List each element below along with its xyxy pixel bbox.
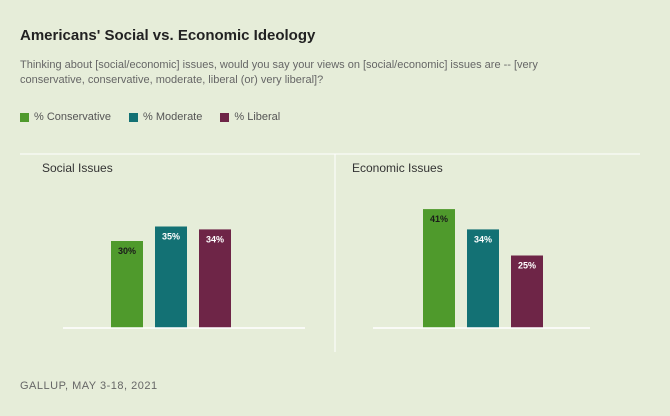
legend-item-liberal: % Liberal <box>220 111 280 123</box>
chart-subtitle: Thinking about [social/economic] issues,… <box>20 59 538 86</box>
legend-swatch-conservative <box>20 112 29 122</box>
data-label-social-moderate: 35% <box>162 232 180 242</box>
source-note: GALLUP, MAY 3-18, 2021 <box>20 380 158 392</box>
legend: % Conservative % Moderate % Liberal <box>20 111 280 123</box>
legend-label-moderate: % Moderate <box>143 111 203 123</box>
data-label-social-liberal: 34% <box>206 234 224 244</box>
legend-swatch-liberal <box>220 112 230 122</box>
legend-swatch-moderate <box>129 112 139 122</box>
chart-title: Americans' Social vs. Economic Ideology <box>20 27 316 44</box>
data-label-economic-moderate: 34% <box>474 234 492 244</box>
legend-label-liberal: % Liberal <box>234 111 281 123</box>
data-label-social-conservative: 30% <box>118 246 136 256</box>
bar-social-moderate <box>155 226 187 328</box>
bar-economic-moderate <box>467 229 499 328</box>
bar-economic-conservative <box>423 209 455 328</box>
panel-title-economic: Economic Issues <box>352 161 443 175</box>
legend-item-moderate: % Moderate <box>129 111 202 123</box>
data-label-economic-liberal: 25% <box>518 261 536 271</box>
bar-economic-liberal <box>511 255 543 328</box>
legend-label-conservative: % Conservative <box>34 111 112 123</box>
bar-social-liberal <box>199 229 231 328</box>
data-label-economic-conservative: 41% <box>430 214 448 224</box>
bar-social-conservative <box>111 241 143 328</box>
panel-title-social: Social Issues <box>42 161 113 175</box>
legend-item-conservative: % Conservative <box>20 111 111 123</box>
